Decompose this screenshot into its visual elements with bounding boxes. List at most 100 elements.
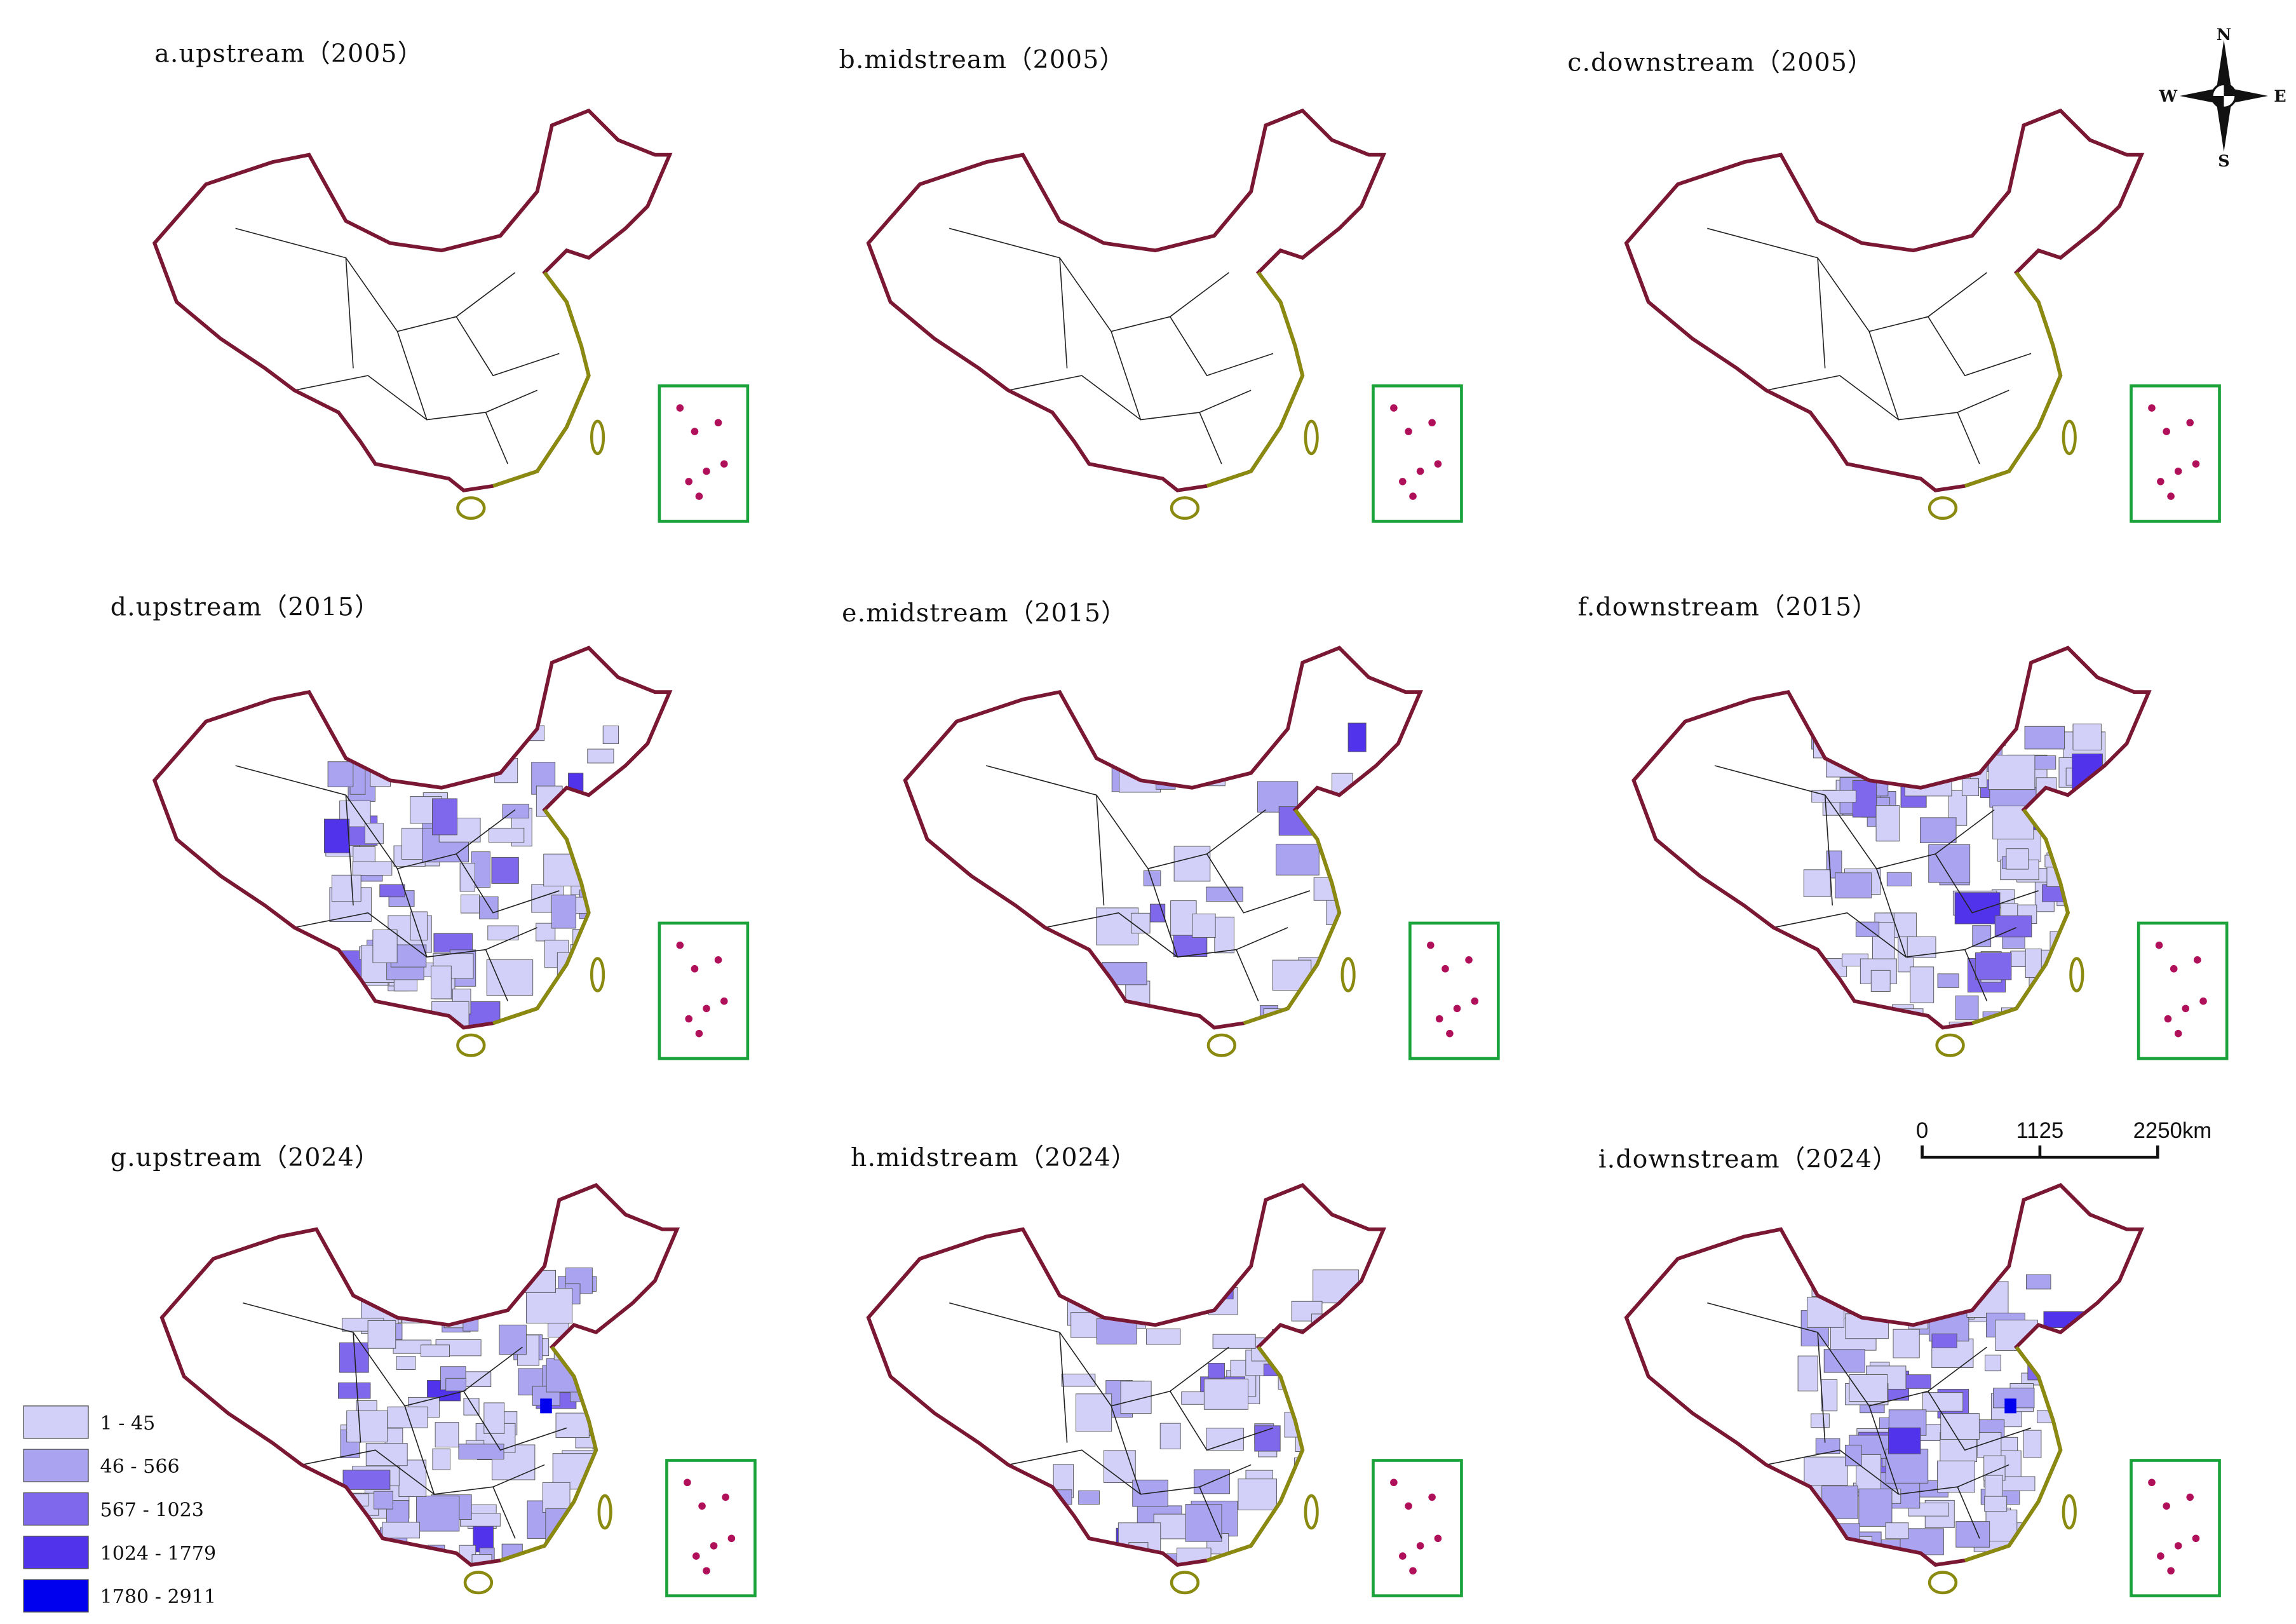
island — [710, 1542, 718, 1550]
region — [369, 721, 405, 736]
map-panel — [1626, 1185, 2221, 1597]
region — [435, 1422, 459, 1447]
hainan — [1170, 1571, 1200, 1595]
taiwan — [2069, 957, 2084, 992]
region — [1078, 1490, 1100, 1505]
region — [1208, 1363, 1225, 1379]
island — [1435, 1015, 1443, 1023]
inset-frame — [2130, 384, 2221, 523]
map-panel — [1626, 111, 2221, 523]
legend-label: 1024 - 1779 — [100, 1543, 217, 1565]
region — [1955, 995, 1979, 1020]
taiwan — [2062, 1494, 2077, 1530]
region — [1208, 1567, 1239, 1583]
island — [1390, 404, 1398, 412]
province-lines — [1707, 227, 2032, 464]
taiwan — [1304, 419, 1319, 456]
coastline — [1206, 271, 1305, 488]
region — [331, 874, 361, 902]
region — [600, 924, 621, 956]
region — [458, 1444, 504, 1460]
region — [1116, 1292, 1161, 1319]
province-lines — [235, 227, 560, 464]
region — [1821, 1551, 1845, 1565]
region — [2079, 952, 2124, 983]
region — [387, 1406, 428, 1428]
taiwan — [1304, 1494, 1319, 1530]
panel-title: e.midstream（2015） — [842, 599, 1127, 628]
region — [1847, 1550, 1879, 1565]
region — [1811, 1413, 1830, 1428]
coastline — [492, 808, 591, 1025]
region — [1937, 973, 1959, 988]
region — [1972, 925, 1992, 947]
region — [1061, 1374, 1096, 1387]
island — [2167, 1567, 2175, 1575]
region — [429, 749, 463, 768]
region — [1904, 771, 1952, 797]
island — [720, 997, 728, 1005]
region — [2048, 1353, 2090, 1369]
region — [338, 1382, 371, 1399]
region — [1940, 1413, 1980, 1440]
island — [727, 1534, 736, 1543]
island — [698, 1502, 706, 1510]
region — [1811, 1261, 1853, 1297]
region — [1804, 1456, 1848, 1486]
region — [1879, 1018, 1908, 1028]
region — [2036, 1410, 2060, 1423]
region — [396, 1356, 416, 1370]
island — [676, 404, 684, 412]
province-lines — [235, 765, 560, 1002]
hainan — [1935, 1033, 1965, 1057]
island — [695, 1029, 703, 1038]
region — [407, 1014, 442, 1028]
region — [1887, 1427, 1921, 1454]
region — [1837, 726, 1879, 739]
region — [1889, 741, 1907, 764]
taiwan — [2062, 419, 2077, 456]
region — [2006, 848, 2029, 870]
inset-frame — [1372, 384, 1463, 523]
region — [1815, 1438, 1840, 1454]
region — [1206, 886, 1243, 902]
region — [352, 861, 393, 876]
region — [1985, 1355, 2001, 1372]
region — [365, 1443, 408, 1466]
region — [1156, 759, 1175, 777]
region — [430, 965, 452, 999]
region — [457, 1285, 478, 1304]
region — [587, 748, 614, 764]
panel-title: g.upstream（2024） — [111, 1143, 381, 1172]
region — [2026, 1274, 2051, 1290]
island — [703, 1567, 710, 1575]
island — [2186, 419, 2194, 427]
region — [1988, 754, 2036, 790]
map-panel — [154, 111, 750, 523]
region — [1823, 1349, 1865, 1373]
region — [2040, 996, 2082, 1028]
inset-frame — [665, 1459, 757, 1597]
region — [1067, 1558, 1107, 1565]
region — [1893, 1329, 1920, 1358]
region — [1811, 790, 1856, 803]
region — [1114, 1022, 1133, 1028]
map-panel — [1634, 648, 2229, 1060]
province-lines — [949, 227, 1274, 464]
region — [592, 1416, 627, 1450]
region — [372, 736, 419, 775]
region — [2043, 970, 2062, 984]
region — [1314, 1477, 1352, 1499]
region — [337, 1566, 353, 1599]
panel-title: b.midstream（2005） — [839, 45, 1125, 74]
legend: 1 - 45 46 - 566 567 - 1023 1024 - 1779 1780 … — [23, 1405, 217, 1613]
region — [1961, 778, 1979, 797]
region — [600, 862, 644, 890]
region — [499, 1324, 527, 1355]
region — [1309, 1430, 1334, 1465]
island — [2155, 941, 2163, 949]
island — [691, 428, 699, 435]
region — [491, 856, 519, 884]
region — [1884, 1015, 1924, 1028]
region — [1271, 1518, 1304, 1554]
